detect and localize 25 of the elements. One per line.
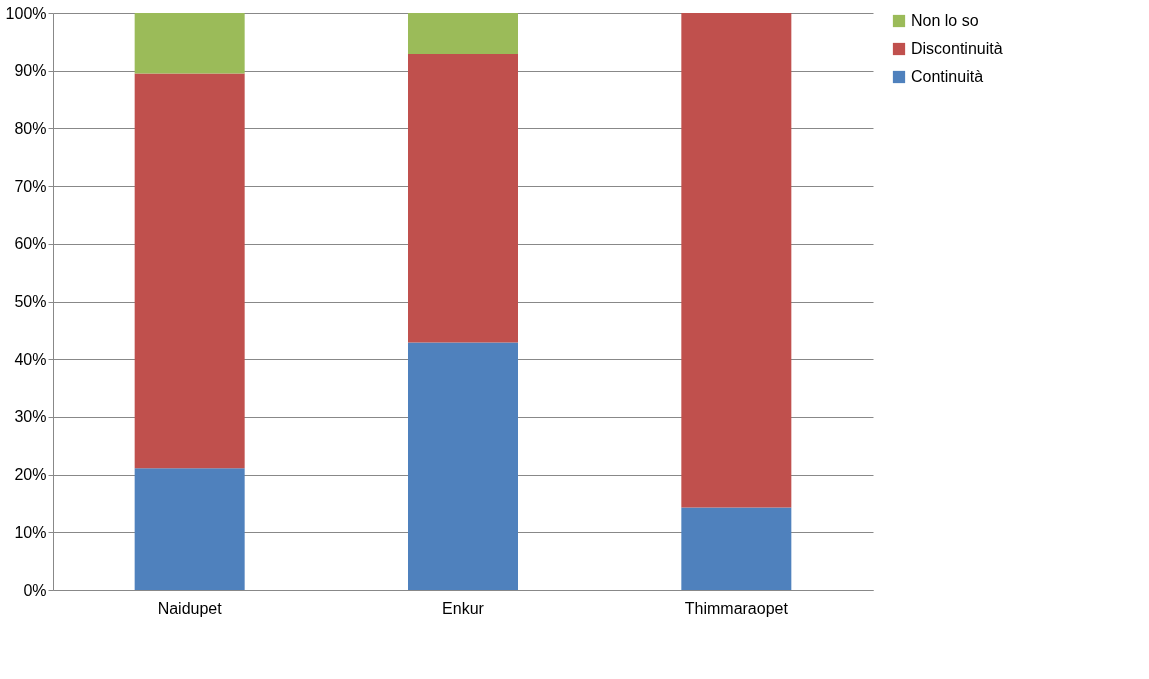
bar bbox=[681, 13, 792, 508]
bar bbox=[134, 73, 245, 469]
legend-label: Non lo so bbox=[911, 12, 979, 29]
legend-label: Continuità bbox=[911, 68, 984, 85]
y-tick-label: 60% bbox=[14, 235, 47, 253]
y-tick-label: 70% bbox=[14, 177, 47, 195]
legend-label: Discontinuità bbox=[911, 40, 1003, 57]
y-tick-label: 30% bbox=[14, 408, 47, 426]
bar bbox=[408, 13, 518, 54]
x-tick-label: Enkur bbox=[442, 599, 485, 617]
y-tick-label: 20% bbox=[14, 466, 47, 484]
bar bbox=[134, 468, 245, 590]
x-tick-label: Naidupet bbox=[157, 599, 223, 617]
y-tick-label: 80% bbox=[14, 119, 47, 137]
y-tick-label: 10% bbox=[14, 523, 47, 541]
bar bbox=[408, 53, 518, 343]
y-tick-label: 50% bbox=[14, 293, 47, 310]
bar bbox=[681, 507, 792, 590]
y-tick-label: 0% bbox=[23, 581, 47, 599]
x-tick-label: Thimmaraopet bbox=[684, 599, 789, 617]
y-tick-label: 90% bbox=[14, 62, 47, 80]
bar bbox=[408, 342, 518, 590]
bar bbox=[134, 13, 245, 74]
y-tick-label: 100% bbox=[5, 4, 47, 22]
y-tick-label: 40% bbox=[14, 350, 47, 368]
